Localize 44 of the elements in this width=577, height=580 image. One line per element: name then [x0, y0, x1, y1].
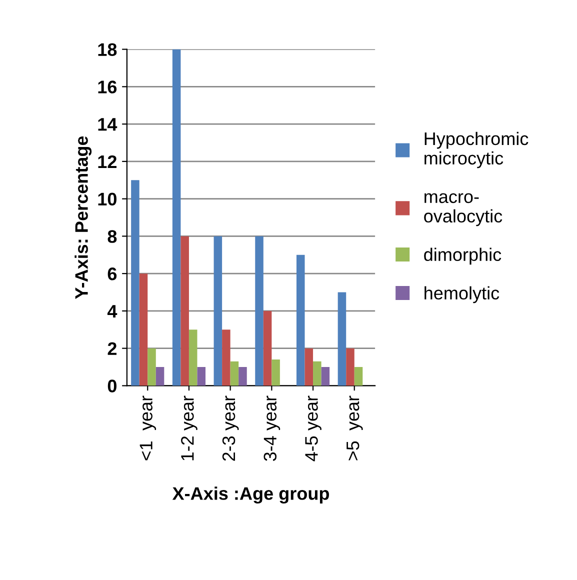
bar: [222, 330, 230, 386]
bar: [172, 49, 181, 386]
legend-label: dimorphic: [424, 248, 502, 265]
y-tick-label: 10: [98, 192, 116, 206]
x-tick-label: 4-5 year: [305, 396, 322, 462]
bar: [188, 330, 198, 386]
bar: [180, 236, 189, 386]
x-tick-label: <1 year: [140, 396, 156, 460]
bar: [304, 348, 314, 386]
bar: [139, 274, 148, 386]
y-tick-label: 12: [98, 155, 116, 168]
bar: [156, 367, 164, 386]
bar: [296, 254, 305, 386]
y-tick-label: 16: [98, 80, 117, 94]
y-axis-title: Y-Axis: Percentage: [74, 136, 92, 299]
bar: [131, 180, 140, 386]
bar: [272, 360, 280, 386]
y-tick-label: 18: [98, 43, 117, 56]
bar: [197, 367, 206, 386]
bar: [230, 361, 239, 386]
x-axis-title: X-Axis :Age group: [172, 486, 330, 504]
bar: [313, 361, 322, 386]
bar: [346, 348, 354, 386]
bar: [354, 367, 363, 386]
y-tick-label: 8: [108, 230, 117, 243]
bar: [214, 236, 222, 386]
y-tick-label: 2: [108, 342, 116, 355]
x-tick-label: 1-2 year: [181, 396, 198, 460]
bar: [148, 348, 156, 386]
y-tick-label: 0: [108, 380, 116, 392]
x-tick-label: 3-4 year: [264, 396, 280, 461]
y-tick-label: 14: [98, 118, 118, 131]
bar: [321, 367, 330, 386]
x-tick-label: >5 year: [346, 396, 363, 460]
bar: [255, 236, 264, 386]
x-tick-label: 2-3 year: [222, 396, 239, 461]
legend-label: hemolytic: [424, 286, 500, 304]
legend-label: macro- ovalocytic: [424, 193, 502, 226]
y-tick-label: 6: [108, 268, 117, 280]
bar: [238, 367, 247, 386]
y-tick-label: 4: [107, 305, 118, 318]
bar: [263, 310, 272, 386]
bar: [338, 292, 346, 386]
legend-label: Hypochromic microcytic: [424, 132, 528, 168]
